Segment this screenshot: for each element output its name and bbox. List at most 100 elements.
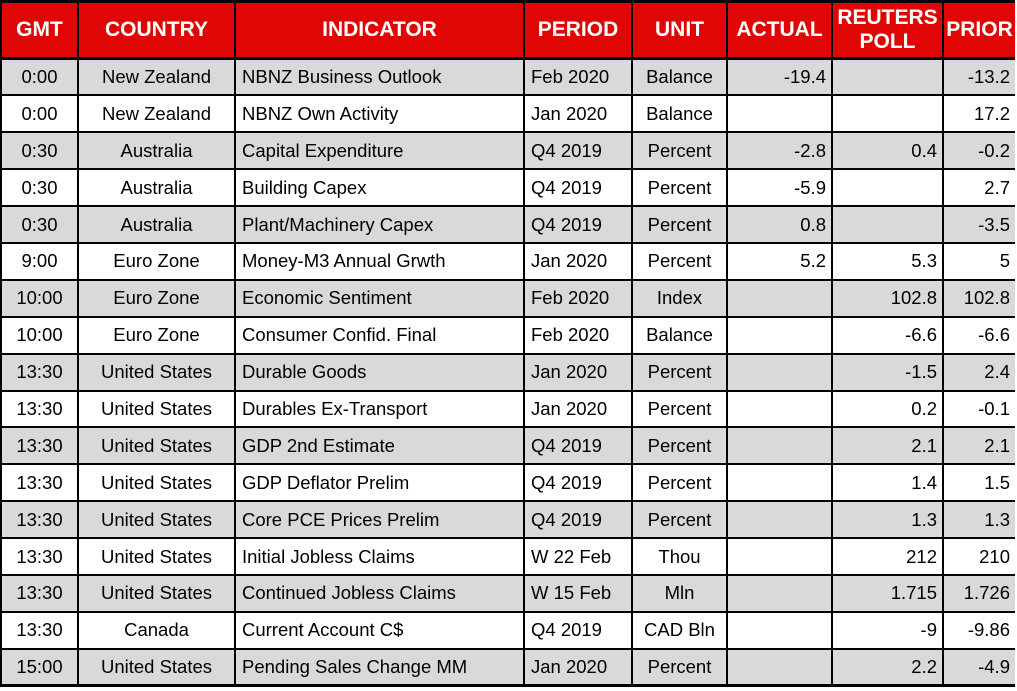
cell-prior: 17.2: [942, 94, 1015, 134]
cell-period: Feb 2020: [523, 315, 633, 355]
table-row: 13:30 United States Core PCE Prices Prelim…: [0, 500, 1015, 540]
cell-actual: -19.4: [726, 57, 833, 97]
cell-country: United States: [77, 463, 236, 503]
cell-actual: [726, 463, 833, 503]
table-row: 10:00 Euro Zone Economic Sentiment Feb 2020…: [0, 278, 1015, 318]
cell-prior: -9.86: [942, 610, 1015, 650]
cell-indicator: GDP Deflator Prelim: [234, 463, 525, 503]
cell-gmt: 13:30: [0, 426, 79, 466]
cell-gmt: 0:00: [0, 57, 79, 97]
cell-unit: Percent: [631, 647, 728, 687]
cell-country: United States: [77, 537, 236, 576]
cell-unit: Balance: [631, 315, 728, 355]
cell-unit: Balance: [631, 94, 728, 134]
cell-period: Q4 2019: [523, 205, 633, 244]
cell-indicator: Building Capex: [234, 168, 525, 208]
cell-country: Australia: [77, 168, 236, 208]
cell-actual: 0.8: [726, 205, 833, 244]
cell-gmt: 13:30: [0, 610, 79, 650]
table-row: 13:30 United States GDP 2nd Estimate Q4 201…: [0, 426, 1015, 466]
column-header-prior: PRIOR: [942, 0, 1015, 60]
cell-unit: Balance: [631, 57, 728, 97]
cell-country: Australia: [77, 131, 236, 171]
cell-country: United States: [77, 500, 236, 540]
cell-indicator: NBNZ Business Outlook: [234, 57, 525, 97]
cell-indicator: Current Account C$: [234, 610, 525, 650]
cell-indicator: Core PCE Prices Prelim: [234, 500, 525, 540]
cell-gmt: 0:30: [0, 168, 79, 208]
cell-actual: [726, 573, 833, 613]
cell-reuters_poll: 1.4: [831, 463, 944, 503]
cell-reuters_poll: -9: [831, 610, 944, 650]
cell-reuters_poll: [831, 205, 944, 244]
cell-prior: 102.8: [942, 278, 1015, 318]
cell-reuters_poll: 2.1: [831, 426, 944, 466]
cell-period: Q4 2019: [523, 500, 633, 540]
cell-period: W 22 Feb: [523, 537, 633, 576]
cell-country: United States: [77, 573, 236, 613]
cell-period: Jan 2020: [523, 241, 633, 281]
table-row: 13:30 United States Continued Jobless Clai…: [0, 573, 1015, 613]
cell-actual: 5.2: [726, 241, 833, 281]
cell-indicator: Initial Jobless Claims: [234, 537, 525, 576]
table-row: 13:30 United States GDP Deflator Prelim Q4 …: [0, 463, 1015, 503]
header-row: GMT COUNTRY INDICATOR PERIOD UNIT ACTUAL REUTE…: [0, 0, 1015, 60]
cell-actual: [726, 278, 833, 318]
cell-indicator: Money-M3 Annual Grwth: [234, 241, 525, 281]
cell-gmt: 13:30: [0, 352, 79, 392]
column-header-indicator: INDICATOR: [234, 0, 525, 60]
cell-actual: [726, 610, 833, 650]
cell-indicator: Capital Expenditure: [234, 131, 525, 171]
cell-unit: Percent: [631, 463, 728, 503]
cell-gmt: 0:30: [0, 205, 79, 244]
cell-indicator: Pending Sales Change MM: [234, 647, 525, 687]
table-body: 0:00 New Zealand NBNZ Business Outlook Feb …: [0, 57, 1015, 687]
column-header-actual: ACTUAL: [726, 0, 833, 60]
cell-gmt: 13:30: [0, 389, 79, 429]
cell-period: Q4 2019: [523, 131, 633, 171]
cell-actual: -2.8: [726, 131, 833, 171]
cell-period: Jan 2020: [523, 389, 633, 429]
cell-gmt: 13:30: [0, 573, 79, 613]
cell-reuters_poll: 1.3: [831, 500, 944, 540]
cell-unit: Percent: [631, 168, 728, 208]
cell-period: Jan 2020: [523, 94, 633, 134]
cell-period: Jan 2020: [523, 647, 633, 687]
cell-unit: Percent: [631, 241, 728, 281]
cell-country: United States: [77, 389, 236, 429]
cell-country: Australia: [77, 205, 236, 244]
cell-indicator: Durable Goods: [234, 352, 525, 392]
table-row: 0:30 Australia Plant/Machinery Capex Q4 201…: [0, 205, 1015, 244]
cell-gmt: 13:30: [0, 463, 79, 503]
cell-period: Jan 2020: [523, 352, 633, 392]
cell-gmt: 10:00: [0, 315, 79, 355]
cell-reuters_poll: 102.8: [831, 278, 944, 318]
cell-indicator: GDP 2nd Estimate: [234, 426, 525, 466]
cell-unit: CAD Bln: [631, 610, 728, 650]
cell-reuters_poll: 5.3: [831, 241, 944, 281]
table-header: GMT COUNTRY INDICATOR PERIOD UNIT ACTUAL REUTE…: [0, 0, 1015, 60]
cell-prior: -3.5: [942, 205, 1015, 244]
table-row: 13:30 United States Initial Jobless Claims…: [0, 537, 1015, 576]
cell-country: New Zealand: [77, 94, 236, 134]
cell-indicator: Plant/Machinery Capex: [234, 205, 525, 244]
cell-reuters_poll: 1.715: [831, 573, 944, 613]
cell-country: Euro Zone: [77, 278, 236, 318]
cell-reuters_poll: [831, 168, 944, 208]
cell-prior: 1.3: [942, 500, 1015, 540]
cell-actual: [726, 500, 833, 540]
cell-unit: Percent: [631, 352, 728, 392]
table-row: 0:00 New Zealand NBNZ Own Activity Jan 2020…: [0, 94, 1015, 134]
cell-reuters_poll: -6.6: [831, 315, 944, 355]
cell-unit: Mln: [631, 573, 728, 613]
cell-prior: 210: [942, 537, 1015, 576]
cell-indicator: Continued Jobless Claims: [234, 573, 525, 613]
cell-prior: -4.9: [942, 647, 1015, 687]
cell-unit: Percent: [631, 426, 728, 466]
cell-gmt: 13:30: [0, 500, 79, 540]
cell-period: Q4 2019: [523, 426, 633, 466]
cell-prior: -0.1: [942, 389, 1015, 429]
cell-reuters_poll: 2.2: [831, 647, 944, 687]
